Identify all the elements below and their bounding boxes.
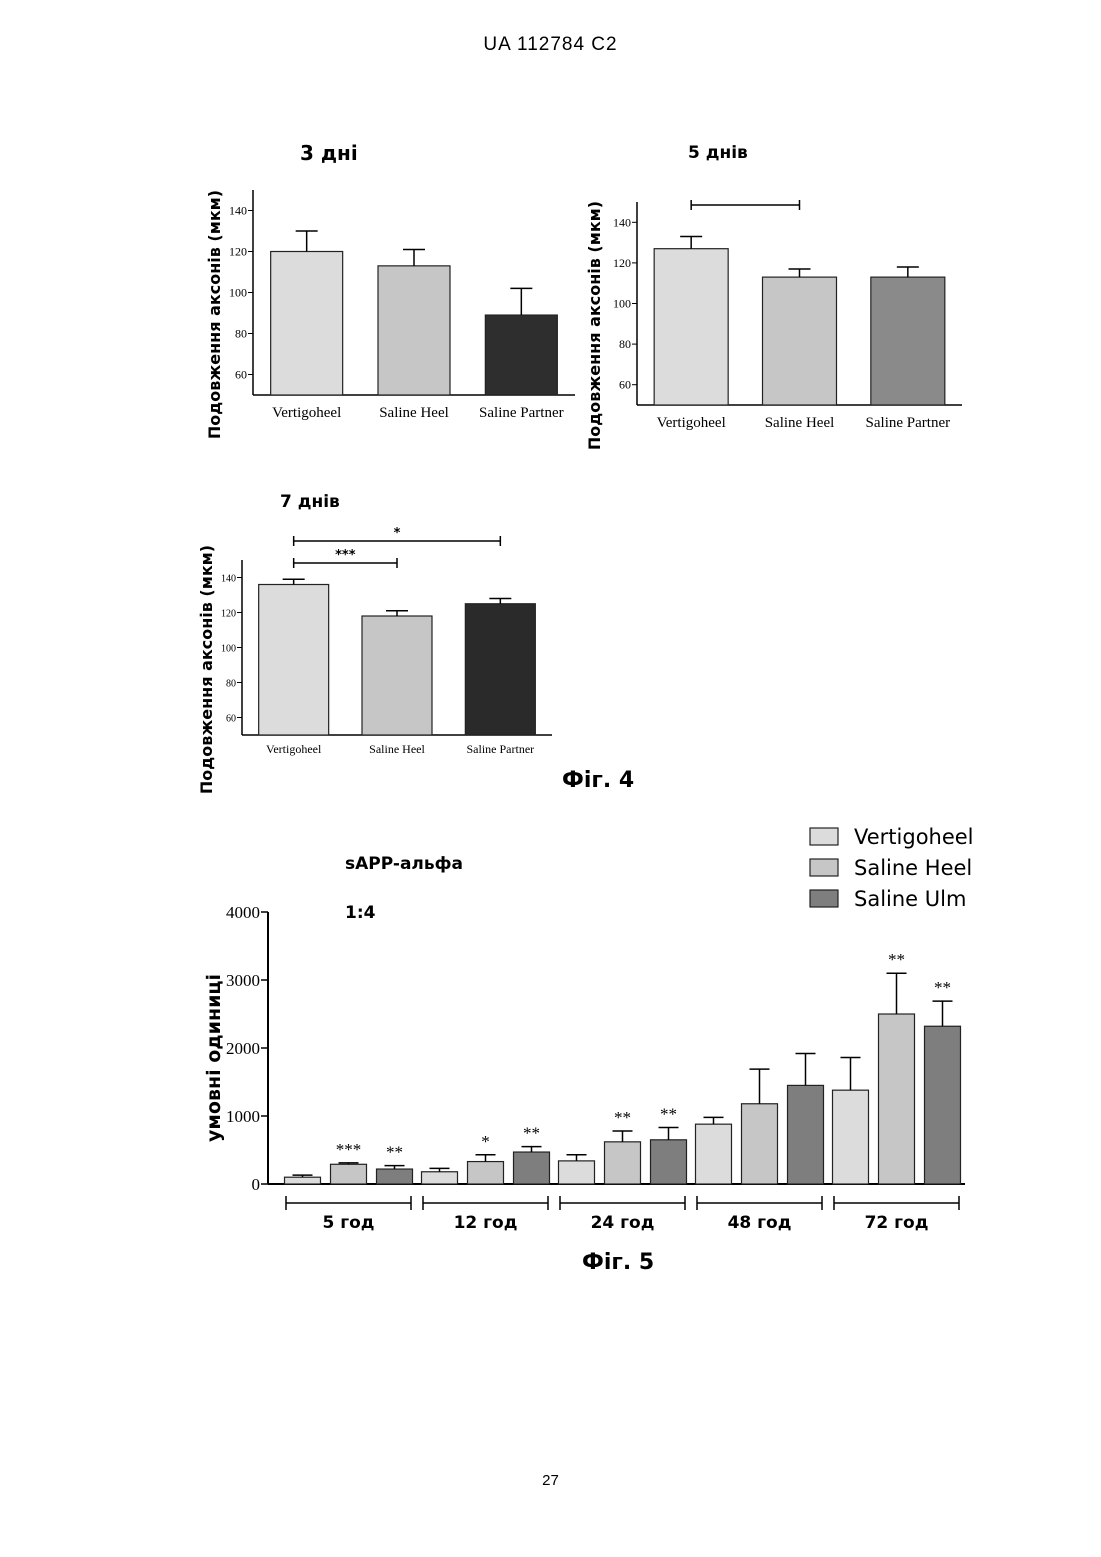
y-axis-label: Подовження аксонів (мкм) xyxy=(585,201,604,450)
y-tick-label: 100 xyxy=(229,286,247,300)
chart-title: 3 дні xyxy=(300,141,358,165)
x-tick-label: 24 год xyxy=(591,1213,655,1233)
bar xyxy=(514,1152,550,1184)
significance-label: *** xyxy=(335,548,356,563)
y-tick-label: 120 xyxy=(221,609,236,620)
legend-swatch xyxy=(810,859,838,876)
x-tick-label: 48 год xyxy=(728,1213,792,1233)
figure-5-caption: Фіг. 5 xyxy=(582,1250,654,1275)
bar xyxy=(285,1177,321,1184)
x-tick-label: Saline Partner xyxy=(479,405,564,421)
chart-title: 7 днів xyxy=(280,492,340,512)
bar xyxy=(696,1124,732,1184)
significance-label: ** xyxy=(523,1124,540,1143)
significance-label: *** xyxy=(336,1140,362,1159)
significance-label: * xyxy=(481,1132,490,1151)
y-tick-label: 2000 xyxy=(226,1039,260,1058)
bar xyxy=(378,266,450,395)
x-tick-label: Saline Partner xyxy=(866,415,951,431)
bar xyxy=(742,1104,778,1184)
y-tick-label: 60 xyxy=(226,714,236,725)
y-tick-label: 80 xyxy=(235,327,247,341)
x-tick-label: Vertigoheel xyxy=(657,415,726,431)
bar xyxy=(605,1142,641,1184)
chart-sapp-alpha: sAPP-альфа 1:4 умовні одиниці 0 1000 2000 3000… xyxy=(203,825,974,1233)
chart-7-days: 7 днів Подовження аксонів (мкм) 60 80 100 120… xyxy=(197,492,552,794)
x-tick-label: 72 год xyxy=(865,1213,929,1233)
bar xyxy=(468,1162,504,1184)
x-tick-label: Vertigoheel xyxy=(266,742,322,756)
bar xyxy=(833,1090,869,1184)
significance-label: ** xyxy=(934,978,951,997)
significance-label: ** xyxy=(386,1143,403,1162)
chart-3-days: 3 дні Подовження аксонів (мкм) 60 80 100 120 1… xyxy=(205,141,575,439)
y-tick-label: 3000 xyxy=(226,971,260,990)
bar xyxy=(654,249,728,405)
y-tick-label: 120 xyxy=(229,245,247,259)
page-number: 27 xyxy=(0,1472,1101,1489)
y-tick-label: 100 xyxy=(221,644,236,655)
chart-5-days: 5 днів Подовження аксонів (мкм) 60 80 100 120… xyxy=(585,143,962,450)
bar xyxy=(377,1169,413,1184)
y-axis-label: умовні одиниці xyxy=(203,974,225,1142)
bar xyxy=(925,1026,961,1184)
bar xyxy=(788,1085,824,1184)
x-tick-label: Saline Partner xyxy=(467,742,535,756)
legend-swatch xyxy=(810,828,838,845)
y-axis-label: Подовження аксонів (мкм) xyxy=(197,545,216,794)
significance-label: ** xyxy=(888,950,905,969)
y-tick-label: 140 xyxy=(229,204,247,218)
bar xyxy=(763,277,837,405)
x-tick-label: Saline Heel xyxy=(765,415,835,431)
y-tick-label: 80 xyxy=(619,337,631,351)
significance-label: ** xyxy=(660,1105,677,1124)
y-tick-label: 100 xyxy=(613,297,631,311)
legend-swatch xyxy=(810,890,838,907)
bar xyxy=(879,1014,915,1184)
y-axis-label: Подовження аксонів (мкм) xyxy=(205,190,224,439)
bar xyxy=(465,604,535,735)
y-tick-label: 60 xyxy=(619,378,631,392)
x-tick-label: Saline Heel xyxy=(379,405,449,421)
x-tick-label: Vertigoheel xyxy=(272,405,341,421)
y-tick-label: 140 xyxy=(221,574,236,585)
bar xyxy=(559,1161,595,1184)
bar xyxy=(485,315,557,395)
y-tick-label: 120 xyxy=(613,256,631,270)
significance-label: * xyxy=(394,526,401,541)
y-tick-label: 140 xyxy=(613,215,631,229)
y-tick-label: 0 xyxy=(252,1175,261,1194)
chart-title: 5 днів xyxy=(688,143,748,163)
x-tick-label: Saline Heel xyxy=(369,742,425,756)
bar xyxy=(331,1164,367,1184)
legend-label: Vertigoheel xyxy=(854,825,974,849)
legend-label: Saline Ulm xyxy=(854,887,966,911)
chart-subtitle: 1:4 xyxy=(345,903,376,923)
bar xyxy=(422,1172,458,1184)
x-tick-label: 12 год xyxy=(454,1213,518,1233)
y-tick-label: 1000 xyxy=(226,1107,260,1126)
legend-label: Saline Heel xyxy=(854,856,972,880)
figure-4-caption: Фіг. 4 xyxy=(562,768,634,793)
x-tick-label: 5 год xyxy=(322,1213,374,1233)
bar xyxy=(362,616,432,735)
y-tick-label: 4000 xyxy=(226,903,260,922)
bar xyxy=(259,585,329,736)
significance-label: ** xyxy=(614,1108,631,1127)
chart-title: sAPP-альфа xyxy=(345,854,463,874)
bar xyxy=(651,1140,687,1184)
bar xyxy=(871,277,945,405)
y-tick-label: 80 xyxy=(226,679,236,690)
y-tick-label: 60 xyxy=(235,368,247,382)
bar xyxy=(271,252,343,396)
